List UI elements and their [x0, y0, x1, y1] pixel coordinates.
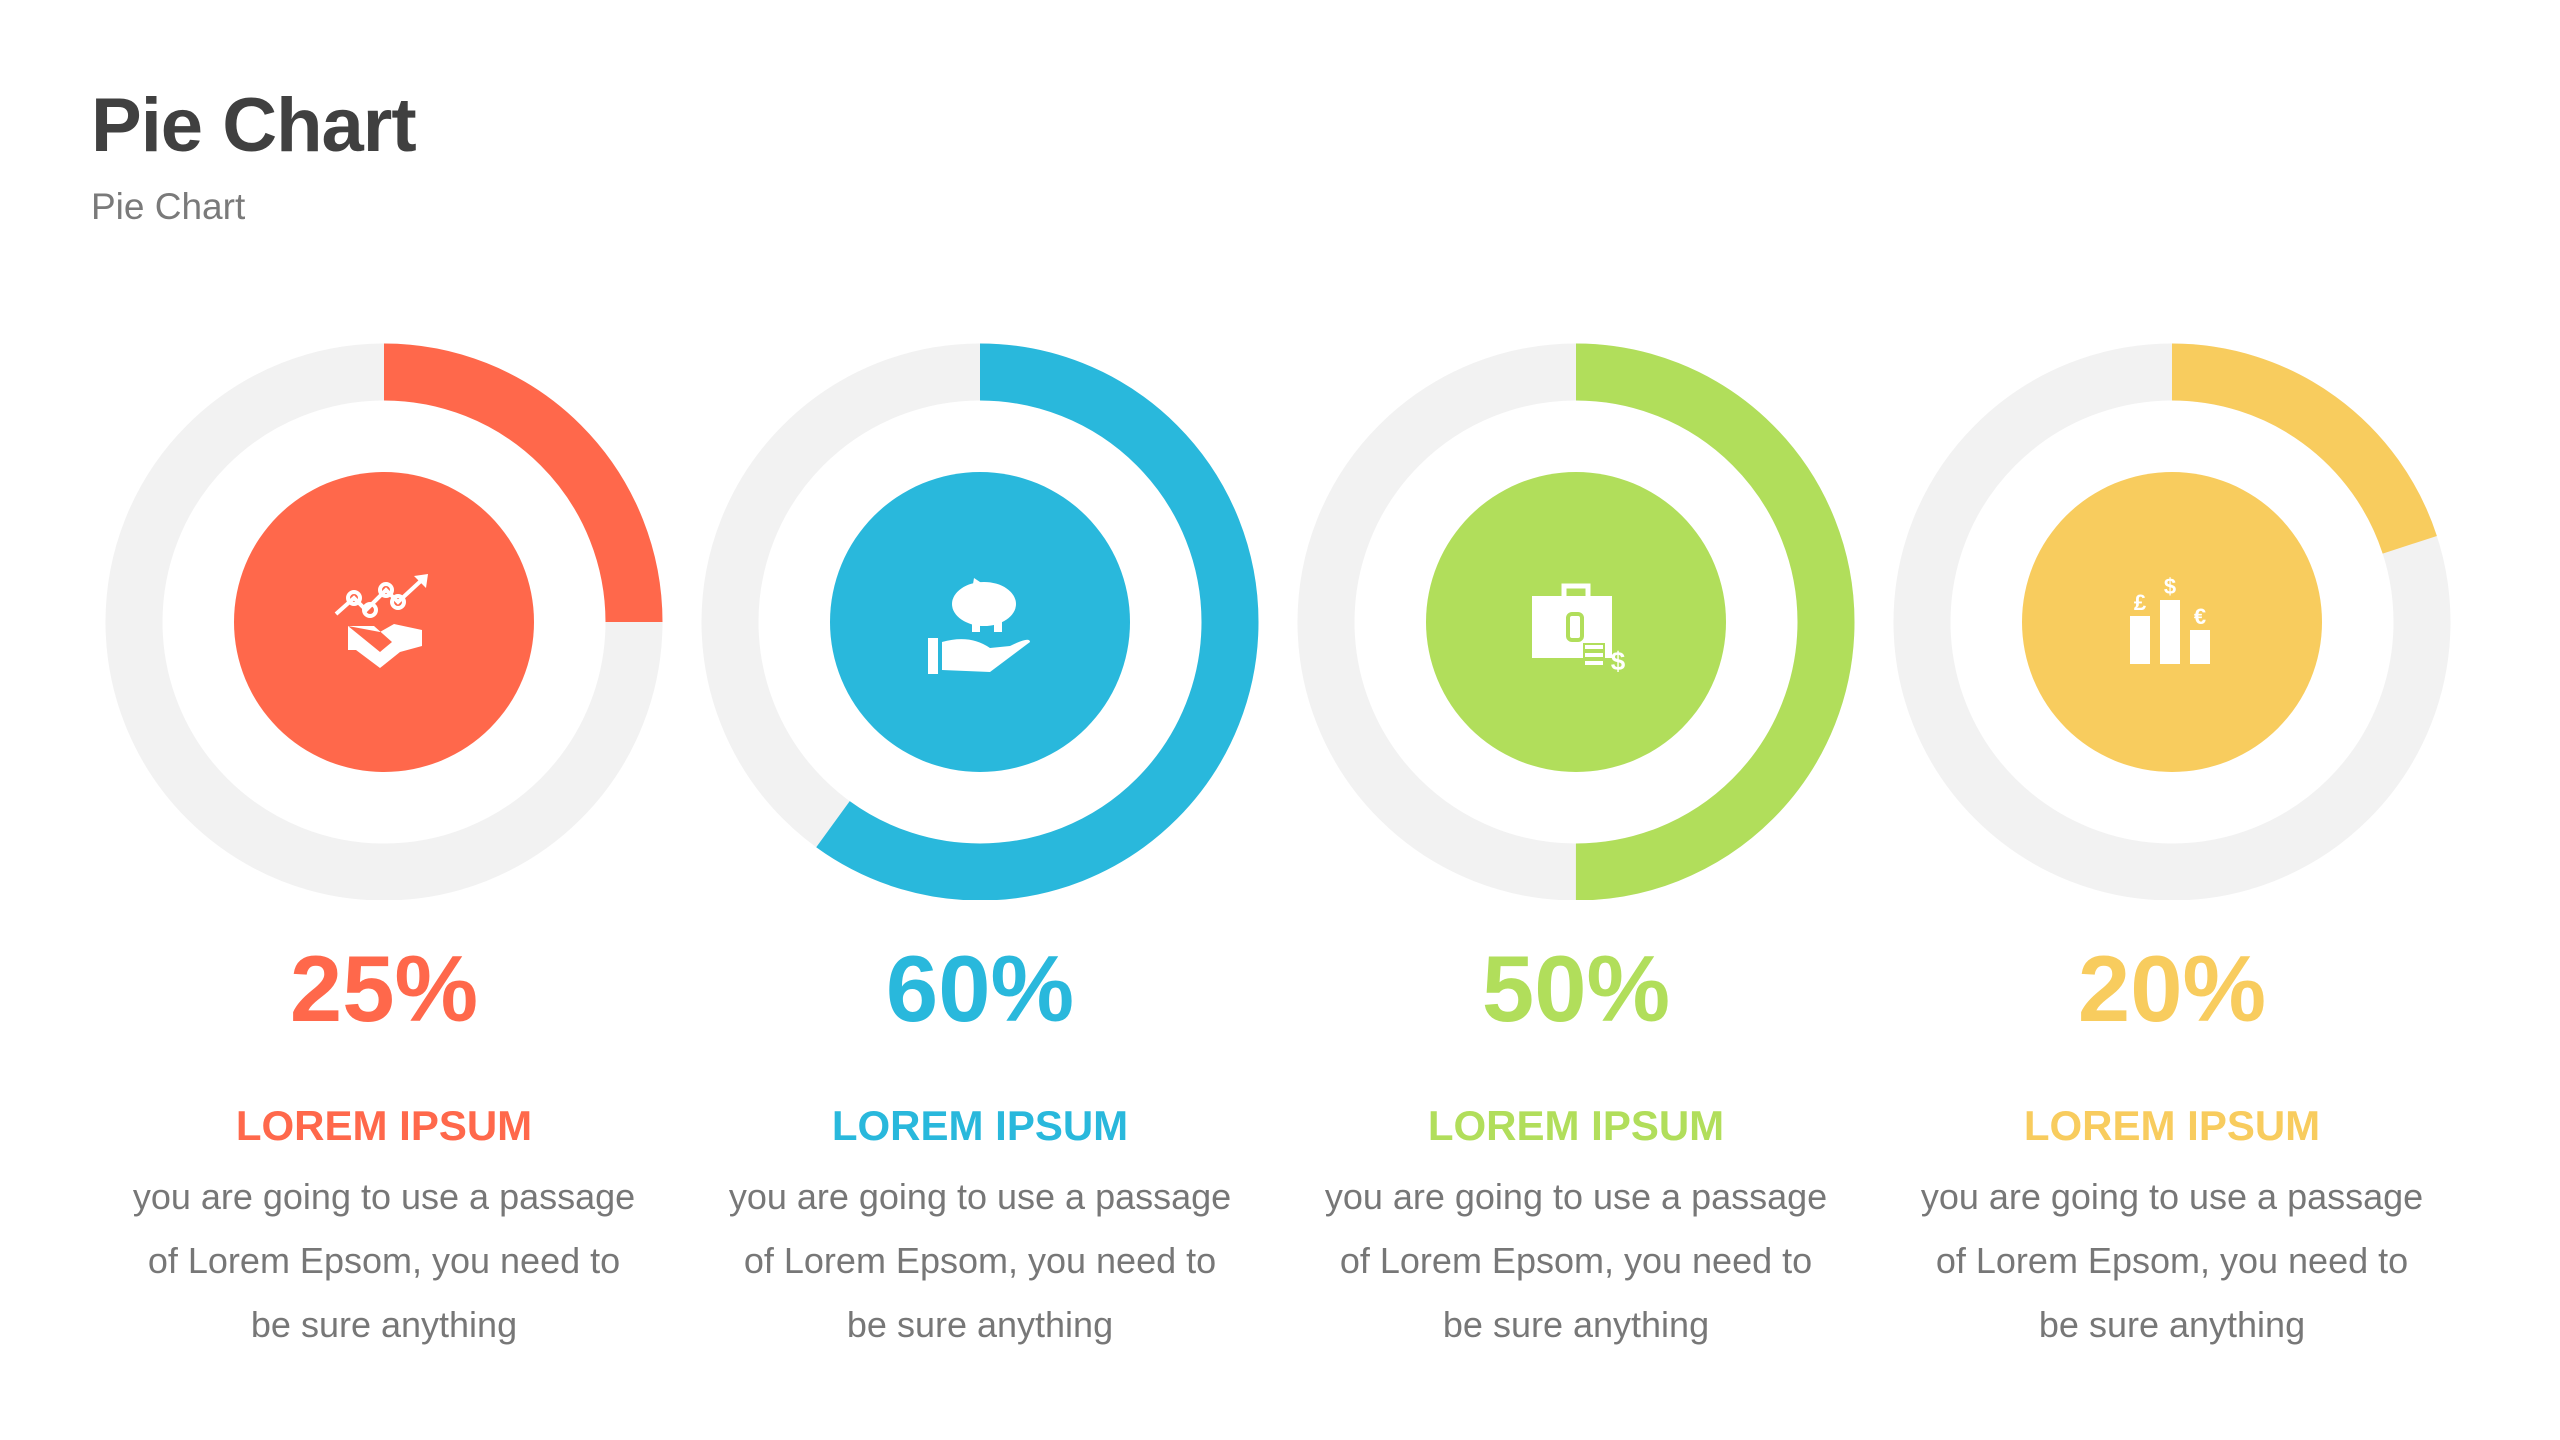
page-subtitle: Pie Chart	[91, 186, 246, 227]
donut-chart	[701, 343, 1259, 900]
percent-label: 50%	[1481, 936, 1671, 1041]
handshake-growth-icon	[334, 574, 428, 668]
donut-card: 60% LOREM IPSUM you are going to use a p…	[700, 0, 1260, 1440]
briefcase-money-icon: $	[1532, 583, 1626, 676]
svg-text:$: $	[2164, 574, 2176, 599]
piggy-bank-hand-icon	[928, 578, 1030, 674]
percent-label: 25%	[289, 936, 479, 1041]
item-heading: LOREM IPSUM	[235, 1102, 533, 1149]
item-heading: LOREM IPSUM	[831, 1102, 1129, 1149]
donut-chart: $	[1297, 343, 1855, 900]
donut-arc	[105, 343, 663, 900]
item-heading: LOREM IPSUM	[1427, 1102, 1725, 1149]
item-description: you are going to use a passage of Lorem …	[1920, 1176, 2424, 1345]
donut-arc	[701, 343, 1259, 900]
currency-bars-icon: £ $ €	[2130, 574, 2210, 664]
item-description: you are going to use a passage of Lorem …	[132, 1176, 636, 1345]
donut-card: £ $ € 20% LOREM IPSUM you are going to use…	[1892, 0, 2452, 1440]
svg-text:€: €	[2194, 604, 2206, 629]
donut-chart	[105, 343, 663, 900]
item-description: you are going to use a passage of Lorem …	[1324, 1176, 1828, 1345]
donut-arc	[1297, 343, 1855, 900]
donut-arc	[1893, 343, 2451, 900]
item-heading: LOREM IPSUM	[2023, 1102, 2321, 1149]
item-description: you are going to use a passage of Lorem …	[728, 1176, 1232, 1345]
percent-label: 20%	[2077, 936, 2267, 1041]
donut-card: 25% LOREM IPSUM you are going to use a p…	[104, 0, 664, 1440]
svg-text:£: £	[2134, 590, 2147, 615]
donut-card: $ 50% LOREM IPSUM you are going to use a…	[1296, 0, 1856, 1440]
donut-chart: £ $ €	[1893, 343, 2451, 900]
svg-text:$: $	[1611, 646, 1626, 676]
icon-circle	[234, 472, 534, 772]
page-title: Pie Chart	[91, 83, 417, 168]
percent-label: 60%	[885, 936, 1075, 1041]
